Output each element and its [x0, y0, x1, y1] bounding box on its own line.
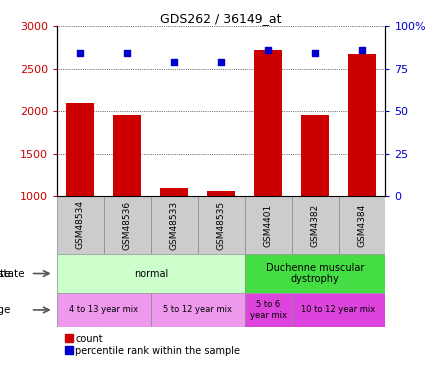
Bar	[151, 196, 198, 254]
Text: normal: normal	[134, 268, 168, 279]
Bar	[245, 254, 385, 293]
Text: GSM48534: GSM48534	[76, 201, 85, 249]
Text: GSM48536: GSM48536	[123, 200, 132, 249]
Text: Duchenne muscular
dystrophy: Duchenne muscular dystrophy	[266, 263, 364, 284]
Point	[265, 47, 272, 53]
Point	[218, 59, 225, 65]
Bar	[104, 196, 151, 254]
Legend: count, percentile rank within the sample: count, percentile rank within the sample	[62, 330, 244, 360]
Bar	[57, 254, 245, 293]
Text: GSM48533: GSM48533	[170, 200, 179, 249]
Text: 10 to 12 year mix: 10 to 12 year mix	[301, 305, 376, 314]
Text: GSM4382: GSM4382	[311, 203, 320, 247]
Bar	[198, 196, 245, 254]
Text: GSM48535: GSM48535	[217, 200, 226, 249]
Bar	[151, 293, 245, 327]
Bar	[113, 115, 141, 196]
Bar	[160, 188, 188, 196]
Bar	[207, 191, 235, 196]
Text: disease state: disease state	[0, 268, 24, 279]
Text: 5 to 12 year mix: 5 to 12 year mix	[163, 305, 232, 314]
Text: GSM4401: GSM4401	[264, 203, 272, 247]
Point	[77, 50, 84, 56]
Bar	[301, 116, 329, 196]
Point	[124, 50, 131, 56]
Text: 5 to 6
year mix: 5 to 6 year mix	[250, 300, 286, 320]
Text: disease state: disease state	[0, 268, 11, 279]
Bar	[245, 293, 292, 327]
Bar	[348, 54, 376, 196]
Bar	[57, 293, 151, 327]
Bar	[245, 196, 292, 254]
Bar	[57, 196, 104, 254]
Title: GDS262 / 36149_at: GDS262 / 36149_at	[160, 12, 282, 25]
Point	[171, 59, 178, 65]
Text: GSM4384: GSM4384	[357, 203, 367, 247]
Point	[311, 50, 318, 56]
Point	[358, 47, 365, 53]
Bar	[292, 196, 339, 254]
Text: age: age	[0, 305, 11, 315]
Bar	[339, 196, 385, 254]
Text: 4 to 13 year mix: 4 to 13 year mix	[69, 305, 138, 314]
Bar	[254, 50, 282, 196]
Bar	[66, 103, 95, 196]
Bar	[292, 293, 385, 327]
